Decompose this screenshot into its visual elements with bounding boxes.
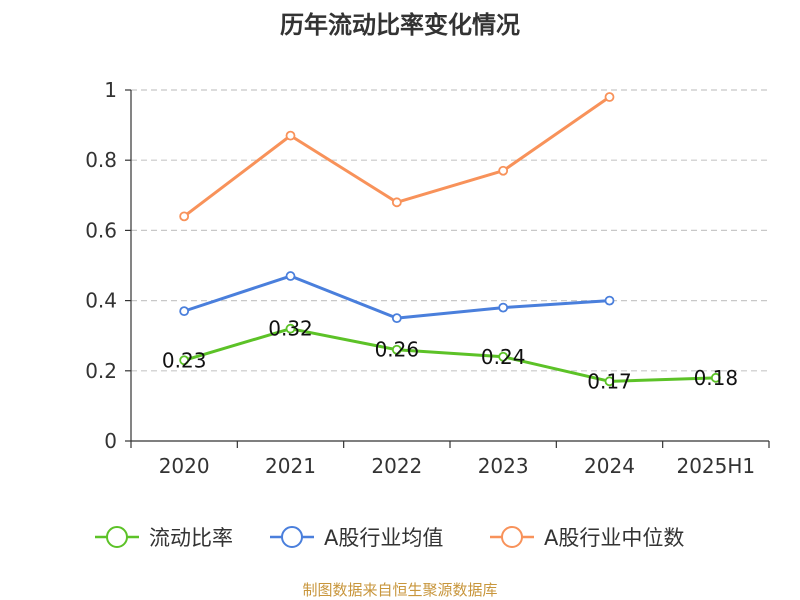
- data-point: [498, 302, 509, 313]
- x-tick-label: 2024: [584, 454, 635, 478]
- data-point: [498, 165, 509, 176]
- data-point: [285, 130, 296, 141]
- data-point: [391, 344, 402, 355]
- x-tick-label: 2021: [265, 454, 316, 478]
- data-label: 0.17: [587, 369, 632, 393]
- grid-lines: [131, 89, 769, 372]
- legend-label: A股行业中位数: [544, 526, 684, 550]
- legend-marker-icon: [281, 526, 303, 548]
- data-label: 0.26: [375, 338, 420, 362]
- y-tick-label: 1: [104, 78, 117, 102]
- data-labels: 0.23 0.32 0.26 0.24 0.17 0.18: [162, 317, 738, 394]
- data-point: [710, 372, 721, 383]
- x-tick-label: 2025H1: [676, 454, 755, 478]
- series-lines: [179, 92, 721, 387]
- data-point: [391, 197, 402, 208]
- legend-marker-icon: [501, 526, 523, 548]
- data-point: [498, 351, 509, 362]
- data-point: [604, 376, 615, 387]
- x-tick-label: 2020: [159, 454, 210, 478]
- chart-title: 历年流动比率变化情况: [280, 11, 520, 39]
- y-tick-label: 0: [104, 429, 117, 453]
- source-note: 制图数据来自恒生聚源数据库: [302, 581, 497, 599]
- data-point: [285, 271, 296, 281]
- legend-item[interactable]: 流动比率: [95, 526, 233, 550]
- legend-marker-icon: [106, 526, 128, 548]
- data-point: [179, 211, 190, 222]
- axes: 0 0.2 0.4 0.6 0.8 1 2020 2021 2022 2023 2024 2025H1: [85, 78, 770, 478]
- x-tick-label: 2023: [478, 454, 529, 478]
- y-tick-label: 0.8: [85, 148, 117, 172]
- series-line: [183, 327, 716, 383]
- y-tick-label: 0.4: [85, 289, 117, 313]
- data-point: [391, 313, 402, 324]
- legend-label: A股行业均值: [324, 526, 443, 550]
- data-point: [604, 92, 615, 102]
- y-tick-label: 0.2: [85, 359, 117, 383]
- data-point: [179, 355, 190, 366]
- legend-item[interactable]: A股行业均值: [270, 526, 443, 550]
- data-label: 0.32: [268, 317, 313, 341]
- data-label: 0.23: [162, 348, 207, 372]
- legend-item[interactable]: A股行业中位数: [490, 526, 684, 550]
- data-label: 0.24: [481, 345, 526, 369]
- legend-label: 流动比率: [149, 526, 233, 550]
- x-tick-label: 2022: [371, 454, 422, 478]
- data-label: 0.18: [694, 366, 739, 390]
- data-point: [179, 306, 190, 317]
- data-point: [604, 295, 615, 306]
- legend[interactable]: 流动比率 A股行业均值 A股行业中位数: [95, 526, 684, 550]
- y-tick-label: 0.6: [85, 218, 117, 242]
- series-line: [183, 274, 610, 320]
- data-point: [285, 323, 296, 334]
